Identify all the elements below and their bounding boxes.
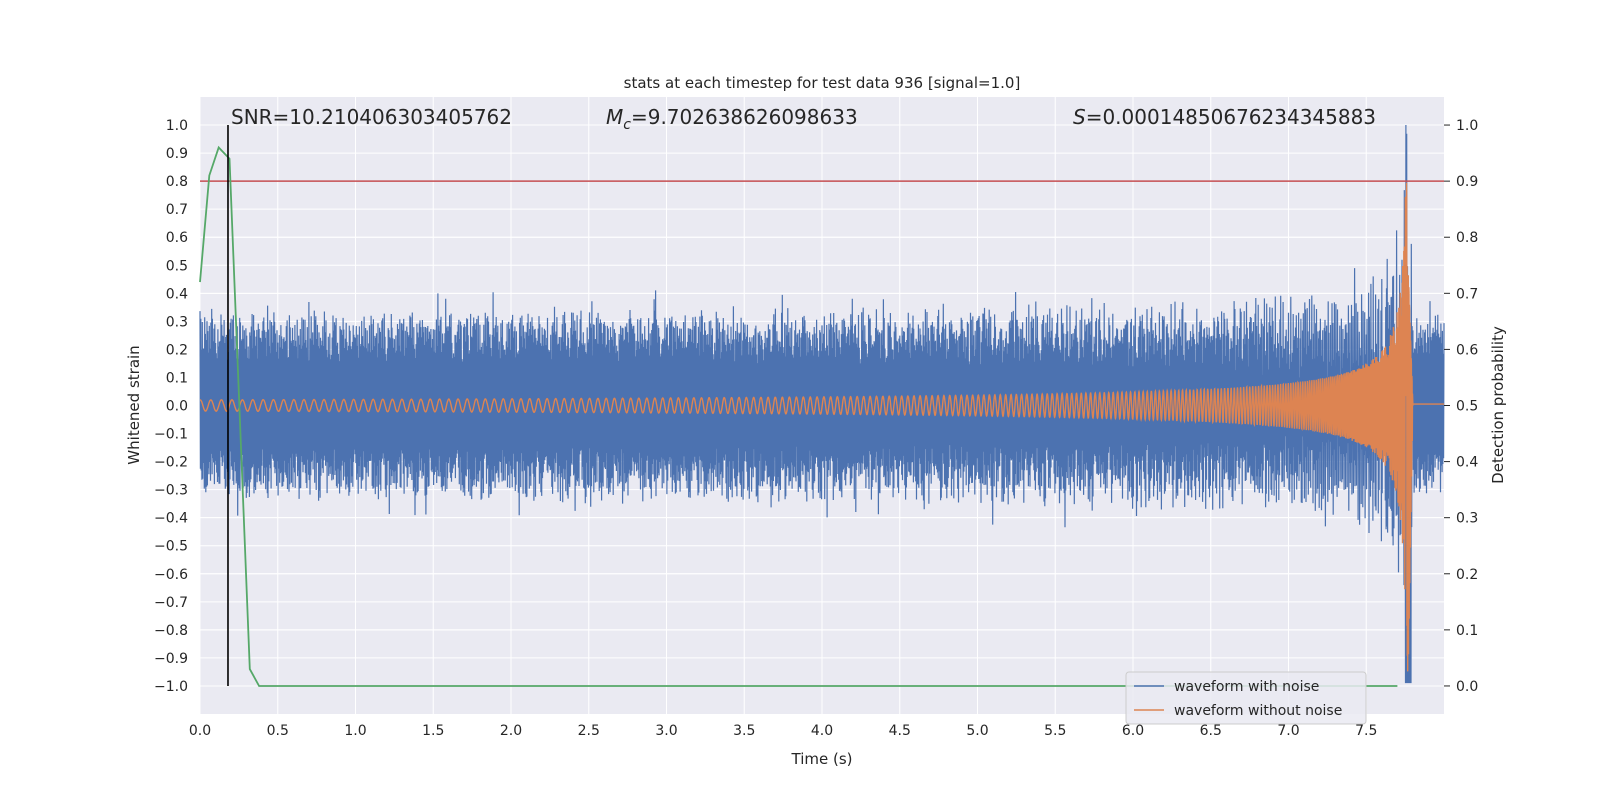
- legend-label-clean: waveform without noise: [1174, 703, 1342, 719]
- x-tick-label: 6.0: [1122, 723, 1144, 739]
- y-right-tick-label: 1.0: [1456, 118, 1478, 134]
- x-tick-label: 0.0: [189, 723, 211, 739]
- y-left-tick-label: 0.9: [166, 146, 188, 162]
- y-left-tick-label: −0.5: [154, 539, 188, 555]
- x-tick-label: 5.5: [1044, 723, 1066, 739]
- y-right-tick-label: 0.3: [1456, 511, 1478, 527]
- x-tick-label: 3.0: [655, 723, 677, 739]
- x-tick-label: 7.5: [1355, 723, 1377, 739]
- y-right-tick-label: 0.8: [1456, 230, 1478, 246]
- y-left-tick-label: 0.5: [166, 258, 188, 274]
- x-tick-label: 2.5: [578, 723, 600, 739]
- y-left-tick-label: −0.3: [154, 483, 188, 499]
- chirp-mass-value: =9.702638626098633: [631, 105, 858, 129]
- y-axis-label-left: Whitened strain: [125, 345, 143, 464]
- x-tick-label: 2.0: [500, 723, 522, 739]
- x-tick-label: 0.5: [267, 723, 289, 739]
- chirp-mass-symbol: M: [606, 105, 623, 129]
- chirp-mass-annotation: Mc=9.702638626098633: [606, 105, 858, 133]
- chirp-mass-subscript: c: [623, 117, 631, 133]
- x-tick-label: 1.5: [422, 723, 444, 739]
- y-left-tick-label: 0.7: [166, 202, 188, 218]
- series-detection-probability: [199, 145, 1398, 687]
- s-annotation: S=0.00014850676234345883: [1073, 105, 1376, 129]
- x-tick-label: 1.0: [344, 723, 366, 739]
- y-right-tick-label: 0.9: [1456, 174, 1478, 190]
- y-left-tick-label: −1.0: [154, 679, 188, 695]
- y-left-tick-label: −0.9: [154, 651, 188, 667]
- y-right-tick-label: 0.7: [1456, 286, 1478, 302]
- x-tick-label: 6.5: [1200, 723, 1222, 739]
- series-waveform-without-noise: [200, 182, 1444, 672]
- y-left-tick-label: −0.8: [154, 623, 188, 639]
- y-right-tick-label: 0.4: [1456, 455, 1478, 471]
- y-left-tick-label: −0.1: [154, 427, 188, 443]
- x-tick-label: 5.0: [966, 723, 988, 739]
- s-value: =0.00014850676234345883: [1086, 105, 1376, 129]
- y-left-tick-label: 0.6: [166, 230, 188, 246]
- y-axis-label-right: Detection probability: [1489, 326, 1507, 484]
- ticks-layer: 0.0 0.5 1.0 1.5 2.0 2.5 3.0 3.5 4.0 4.5 5.0 5.5 6.0 6…: [154, 118, 1478, 739]
- y-right-tick-label: 0.1: [1456, 623, 1478, 639]
- snr-annotation: SNR=10.210406303405762: [231, 105, 512, 129]
- y-left-tick-label: −0.6: [154, 567, 188, 583]
- x-axis-label: Time (s): [791, 750, 853, 768]
- y-left-tick-label: −0.4: [154, 511, 188, 527]
- x-tick-label: 4.5: [889, 723, 911, 739]
- y-right-tick-label: 0.6: [1456, 342, 1478, 358]
- chart-title: stats at each timestep for test data 936…: [624, 74, 1021, 92]
- y-left-tick-label: 0.3: [166, 314, 188, 330]
- y-right-tick-label: 0.5: [1456, 399, 1478, 415]
- y-left-tick-label: 0.8: [166, 174, 188, 190]
- x-tick-label: 7.0: [1277, 723, 1299, 739]
- y-left-tick-label: −0.7: [154, 595, 188, 611]
- x-tick-label: 3.5: [733, 723, 755, 739]
- legend-label-noise: waveform with noise: [1174, 679, 1319, 695]
- y-left-tick-label: 0.2: [166, 342, 188, 358]
- y-right-tick-label: 0.0: [1456, 679, 1478, 695]
- y-left-tick-label: 1.0: [166, 118, 188, 134]
- s-symbol: S: [1073, 105, 1086, 129]
- series-layer: [199, 124, 1445, 687]
- x-tick-label: 4.0: [811, 723, 833, 739]
- legend: waveform with noise waveform without noi…: [1125, 671, 1367, 725]
- y-left-tick-label: −0.2: [154, 455, 188, 471]
- y-left-tick-label: 0.4: [166, 286, 188, 302]
- y-left-tick-label: 0.1: [166, 370, 188, 386]
- y-right-tick-label: 0.2: [1456, 567, 1478, 583]
- y-left-tick-label: 0.0: [166, 399, 188, 415]
- legend-box: [1125, 671, 1367, 725]
